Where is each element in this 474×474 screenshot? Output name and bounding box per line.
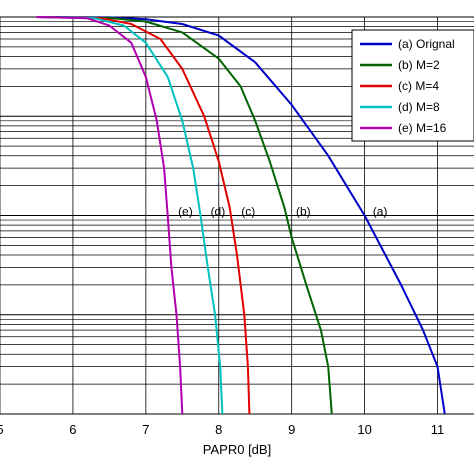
series-line-4 [36, 16, 184, 415]
x-tick-label: 7 [142, 422, 149, 437]
x-tick-label: 6 [69, 422, 76, 437]
x-axis-label: PAPR0 [dB] [203, 442, 271, 457]
x-tick-label: 5 [0, 422, 4, 437]
x-tick-label: 8 [215, 422, 222, 437]
legend-entry-0: (a) Orignal [398, 37, 455, 51]
legend-entry-4: (e) M=16 [398, 121, 447, 135]
curve-annotation-4: (e) [178, 204, 193, 218]
legend-entry-3: (d) M=8 [398, 100, 440, 114]
curve-annotation-3: (d) [211, 204, 226, 218]
x-tick-label: 9 [288, 422, 295, 437]
series-line-3 [36, 16, 224, 415]
curve-annotation-0: (a) [373, 204, 388, 218]
series-line-1 [36, 16, 333, 415]
legend-entry-1: (b) M=2 [398, 58, 440, 72]
curve-annotation-1: (b) [296, 204, 311, 218]
series-lines [36, 16, 446, 415]
series-line-2 [36, 16, 251, 415]
legend: (a) Orignal (b) M=2 (c) M=4 (d) M=8 (e) M=16 [351, 29, 474, 142]
x-tick-label: 10 [357, 422, 371, 437]
x-tick-label: 11 [431, 422, 445, 437]
curve-annotation-2: (c) [241, 204, 255, 218]
legend-entry-2: (c) M=4 [398, 79, 439, 93]
series-line-0 [36, 16, 446, 415]
x-tick-labels: 5 6 7 8 9 10 11 [0, 422, 444, 437]
curve-annotations: (a) (b) (c) (d) (e) [178, 204, 387, 218]
